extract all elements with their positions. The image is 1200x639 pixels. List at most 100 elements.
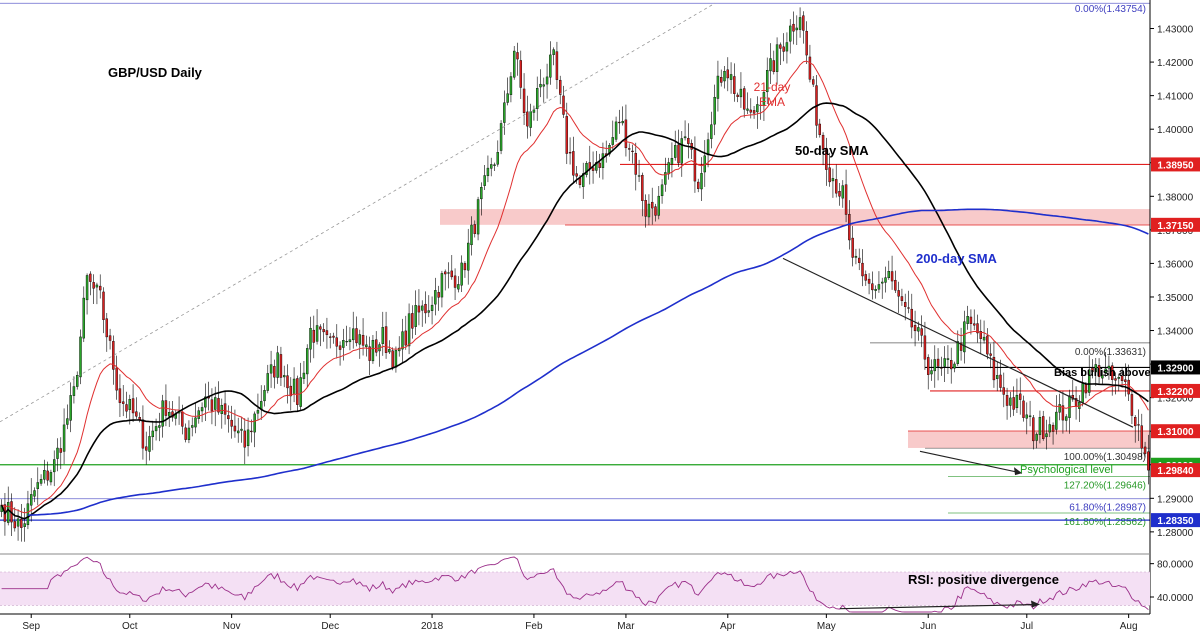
candle-bull (79, 336, 82, 378)
candle-bear (46, 470, 49, 481)
candle-bear (920, 328, 923, 336)
price-tag-box-6 (1151, 463, 1200, 478)
candle-bull (33, 490, 36, 497)
time-tick-label-apr: Apr (720, 621, 736, 632)
candle-bear (838, 191, 841, 197)
candle-bear (562, 95, 565, 115)
candle-bear (328, 336, 332, 338)
candle-bull (43, 470, 46, 480)
candle-bear (969, 316, 973, 324)
chart-title: GBP/USD Daily (108, 65, 203, 80)
candle-bull (637, 175, 641, 177)
candle-bull (148, 436, 151, 452)
candle-bull (660, 184, 664, 197)
candle-bear (742, 88, 746, 110)
candle-bull (128, 399, 132, 410)
candle-bear (404, 330, 408, 346)
candle-bear (1137, 424, 1140, 426)
candle-bull (762, 92, 766, 106)
candle-bull (499, 123, 503, 151)
candle-bear (808, 56, 812, 80)
trendlines-layer (0, 2, 1134, 476)
candle-bear (572, 151, 575, 176)
candle-bull (82, 297, 86, 339)
candle-bear (286, 375, 289, 389)
candle-bear (989, 353, 992, 356)
candle-bear (897, 290, 900, 297)
candle-bear (92, 282, 95, 289)
candle-bull (716, 75, 720, 99)
candle-bear (1032, 417, 1035, 442)
candle-bull (831, 178, 835, 182)
candle-bear (772, 60, 776, 72)
candle-bear (184, 427, 187, 440)
fib-label-2: 100.00%(1.30498) (1064, 452, 1146, 463)
candle-bear (1114, 378, 1117, 381)
candle-bear (89, 273, 92, 282)
candle-bear (1120, 375, 1124, 382)
candle-bull (956, 341, 960, 364)
candle-bear (910, 308, 914, 328)
candle-bull (542, 84, 546, 87)
candle-bull (351, 328, 355, 341)
candle-bear (279, 354, 283, 378)
candle-bull (401, 331, 404, 350)
candle-bull (220, 405, 224, 414)
candle-bull (266, 373, 270, 391)
divergence-price-arrowhead (1014, 467, 1022, 476)
candle-bull (680, 138, 684, 164)
candle-bull (407, 313, 411, 347)
candle-bull (420, 305, 424, 311)
candle-bull (532, 109, 536, 113)
candle-bull (1025, 414, 1029, 419)
candle-bull (614, 121, 618, 140)
candle-bull (16, 518, 20, 527)
candle-bull (167, 412, 171, 417)
candle-bull (36, 482, 40, 489)
candle-bear (733, 76, 736, 94)
sma200-label: 200-day SMA (916, 251, 998, 266)
candle-bear (558, 79, 562, 95)
divergence-price-line (919, 450, 1023, 474)
candle-bull (154, 426, 158, 432)
upper-channel-dashed (0, 2, 716, 423)
candle-bear (384, 326, 388, 353)
fib-label-5: 161.80%(1.28562) (1064, 517, 1146, 528)
candle-bull (1028, 415, 1032, 417)
candle-bull (315, 325, 319, 342)
candle-bear (227, 415, 230, 420)
candle-bull (29, 494, 33, 506)
candle-bull (388, 349, 391, 353)
price-tag-label-7: 1.28350 (1157, 516, 1194, 527)
candle-bull (1064, 416, 1068, 421)
candle-bull (539, 83, 542, 88)
candle-bull (759, 104, 762, 107)
candle-bull (841, 185, 845, 199)
candle-bear (926, 357, 930, 375)
price-tick-label: 1.32000 (1157, 394, 1194, 405)
candle-bear (631, 150, 634, 153)
price-tag-label-6: 1.29840 (1157, 466, 1194, 477)
candle-bull (486, 167, 490, 177)
candle-bear (417, 305, 421, 313)
candle-bull (253, 413, 256, 433)
candle-bull (795, 27, 799, 31)
candle-bear (473, 224, 477, 234)
time-axis-layer: Sep Oct Nov Dec 2018 Feb Mar Apr May Jun Jul Aug (0, 613, 1150, 632)
candle-bear (98, 285, 102, 291)
time-tick-label-jul: Jul (1020, 621, 1033, 632)
candle-bull (746, 108, 749, 111)
candle-bear (217, 398, 220, 413)
candle-bear (565, 116, 569, 154)
candle-bull (470, 224, 473, 246)
candle-bear (1130, 394, 1134, 416)
candle-bear (555, 51, 559, 80)
candle-bull (263, 390, 266, 402)
candle-bull (151, 430, 155, 438)
candle-bull (460, 262, 463, 286)
candle-bear (450, 270, 454, 278)
candle-bull (381, 327, 385, 344)
candle-bear (411, 313, 414, 329)
